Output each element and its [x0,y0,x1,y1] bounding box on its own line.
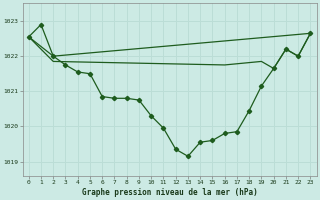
X-axis label: Graphe pression niveau de la mer (hPa): Graphe pression niveau de la mer (hPa) [82,188,258,197]
